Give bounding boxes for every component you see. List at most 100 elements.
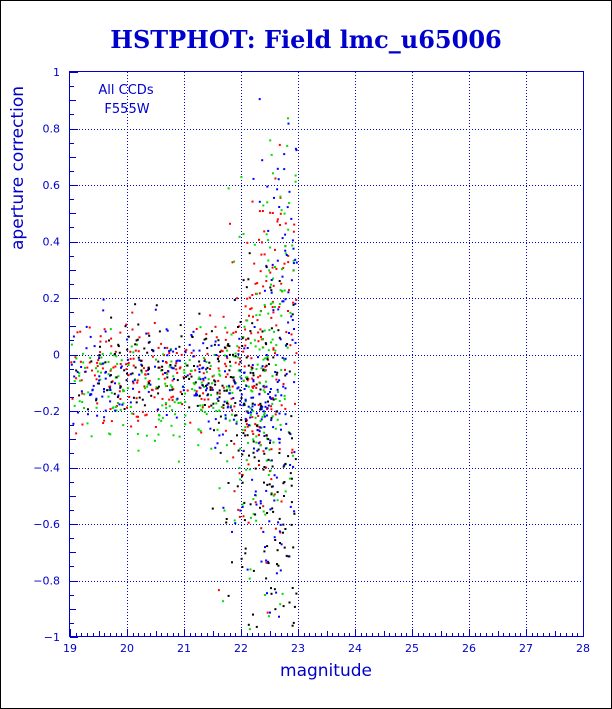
data-point bbox=[274, 248, 276, 251]
data-point bbox=[223, 509, 226, 512]
data-point bbox=[259, 270, 262, 273]
data-point bbox=[214, 380, 217, 383]
data-point bbox=[289, 344, 292, 347]
data-point bbox=[238, 363, 241, 366]
data-point bbox=[278, 400, 281, 402]
data-point bbox=[274, 266, 276, 268]
data-point bbox=[289, 311, 292, 314]
data-point bbox=[253, 326, 256, 328]
data-point bbox=[106, 389, 109, 392]
data-point bbox=[135, 339, 138, 342]
data-point bbox=[262, 358, 265, 361]
data-point bbox=[117, 345, 120, 348]
data-point bbox=[134, 349, 137, 352]
data-point bbox=[170, 424, 173, 427]
data-point bbox=[280, 404, 283, 407]
data-point bbox=[238, 337, 241, 340]
data-point bbox=[73, 360, 76, 363]
data-point bbox=[232, 376, 235, 379]
data-point bbox=[270, 316, 273, 319]
data-point bbox=[245, 338, 247, 341]
data-point bbox=[259, 328, 262, 331]
data-point bbox=[269, 441, 271, 444]
data-point bbox=[277, 521, 280, 524]
data-point bbox=[172, 388, 175, 391]
data-point bbox=[146, 385, 149, 388]
data-point bbox=[263, 304, 266, 306]
data-point bbox=[171, 367, 174, 370]
data-point bbox=[272, 356, 275, 359]
data-point bbox=[196, 394, 198, 396]
data-point bbox=[144, 414, 147, 417]
data-point bbox=[132, 387, 134, 390]
data-point bbox=[168, 352, 171, 355]
data-point bbox=[135, 397, 138, 400]
data-point bbox=[247, 337, 250, 340]
data-point bbox=[224, 326, 227, 329]
data-point bbox=[261, 330, 264, 333]
data-point bbox=[259, 500, 262, 503]
data-point bbox=[181, 393, 183, 396]
data-point bbox=[263, 289, 266, 292]
data-point bbox=[244, 328, 247, 331]
data-point bbox=[271, 375, 274, 378]
data-point bbox=[144, 387, 146, 390]
data-point bbox=[270, 291, 273, 294]
data-point bbox=[295, 298, 298, 301]
data-point bbox=[260, 367, 263, 370]
data-point bbox=[148, 382, 151, 385]
data-point bbox=[228, 419, 231, 422]
data-point bbox=[75, 369, 78, 372]
data-point bbox=[95, 399, 98, 402]
data-point bbox=[164, 382, 167, 385]
data-point bbox=[293, 510, 296, 513]
data-point bbox=[249, 308, 252, 311]
data-point bbox=[227, 594, 230, 597]
data-point bbox=[263, 431, 266, 434]
data-point bbox=[265, 489, 268, 492]
data-point bbox=[276, 491, 279, 494]
data-point bbox=[193, 383, 196, 386]
data-point bbox=[237, 326, 239, 328]
data-point bbox=[287, 291, 290, 294]
data-point bbox=[268, 448, 271, 451]
data-point bbox=[73, 375, 76, 378]
data-point bbox=[271, 212, 274, 214]
data-point bbox=[266, 407, 269, 410]
data-point bbox=[222, 407, 225, 409]
data-point bbox=[287, 455, 290, 458]
data-point bbox=[154, 308, 157, 311]
data-point bbox=[80, 366, 83, 368]
data-point bbox=[138, 373, 141, 376]
data-point bbox=[239, 400, 242, 402]
data-point bbox=[291, 338, 294, 341]
data-point bbox=[279, 569, 282, 572]
data-point bbox=[115, 376, 118, 379]
data-point bbox=[131, 328, 134, 331]
data-point bbox=[243, 403, 246, 406]
data-point bbox=[115, 355, 118, 358]
data-point bbox=[276, 218, 279, 221]
data-point bbox=[255, 424, 258, 427]
data-point bbox=[247, 364, 250, 367]
data-point bbox=[227, 187, 230, 190]
data-point bbox=[171, 409, 173, 412]
data-point bbox=[169, 349, 172, 352]
data-point bbox=[200, 408, 202, 411]
data-point bbox=[114, 382, 116, 385]
data-point bbox=[178, 359, 181, 362]
data-point bbox=[91, 369, 93, 372]
data-point bbox=[186, 389, 189, 392]
data-point bbox=[109, 374, 112, 377]
data-point bbox=[278, 379, 281, 382]
data-point bbox=[254, 467, 257, 470]
y-axis-label: aperture correction bbox=[8, 86, 28, 250]
data-point bbox=[222, 404, 225, 407]
data-point bbox=[273, 330, 275, 333]
data-point bbox=[131, 380, 134, 383]
data-point bbox=[228, 392, 231, 395]
data-point bbox=[215, 402, 218, 405]
data-point bbox=[158, 414, 161, 417]
data-point bbox=[250, 396, 253, 399]
data-point bbox=[267, 560, 270, 563]
